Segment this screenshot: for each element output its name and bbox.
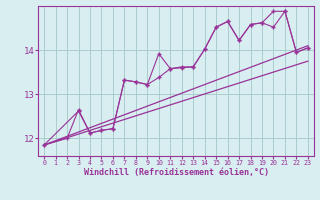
X-axis label: Windchill (Refroidissement éolien,°C): Windchill (Refroidissement éolien,°C): [84, 168, 268, 177]
